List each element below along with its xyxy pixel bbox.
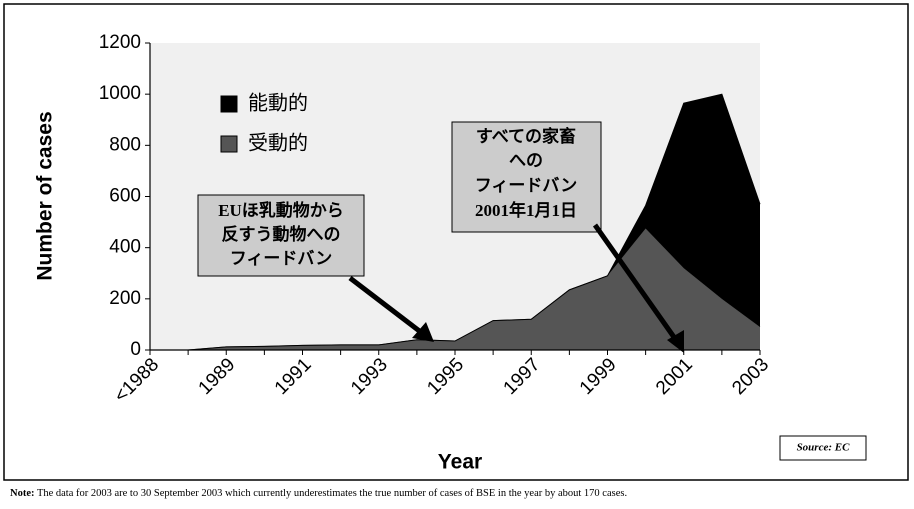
note-text: The data for 2003 are to 30 September 20… (37, 488, 627, 499)
source-box (779, 435, 867, 461)
y-tick-label: 1200 (99, 32, 141, 53)
y-tick-label: 600 (109, 186, 141, 207)
annotation-text: への (509, 151, 543, 170)
legend-label: 受動的 (248, 131, 308, 154)
y-tick-label: 0 (130, 339, 141, 360)
arrow (592, 223, 679, 342)
annotation-box (451, 121, 602, 233)
annotation: EUほ乳動物から 反すう動物への フィードバン (197, 194, 434, 342)
area (150, 228, 760, 350)
legend-swatch (220, 95, 238, 113)
y-tick-label: 400 (109, 237, 141, 258)
y-tick-label: 800 (109, 134, 141, 155)
legend-label: 能動的 (248, 91, 308, 114)
arrow (348, 276, 424, 335)
annotation-text: フィードバン (475, 176, 578, 195)
arrow-head (667, 330, 684, 353)
annotation-text: フィードバン (230, 249, 333, 268)
annotation-text: すべての家畜 (476, 126, 576, 146)
annotation-text: EUほ乳動物から (218, 200, 344, 220)
annotation-text: 2001年1月1日 (475, 200, 577, 220)
x-axis-label: Year (438, 451, 482, 474)
arrow-head (412, 322, 434, 342)
annotation-text: 反すう動物への (222, 224, 341, 244)
y-tick-label: 1000 (99, 83, 141, 104)
legend-swatch (220, 135, 238, 153)
marks (150, 93, 761, 351)
y-axis-label: Number of cases (34, 111, 57, 280)
area-edge (150, 93, 761, 351)
annotation: すべての家畜 への フィードバン 2001年1月1日 (451, 121, 684, 353)
y-tick-label: 200 (109, 288, 141, 309)
note-label: Note: (10, 488, 35, 499)
source: Source: EC (797, 442, 851, 454)
area (150, 94, 760, 351)
annotation-box (197, 194, 365, 277)
note: Note: The data for 2003 are to 30 Septem… (10, 488, 627, 499)
